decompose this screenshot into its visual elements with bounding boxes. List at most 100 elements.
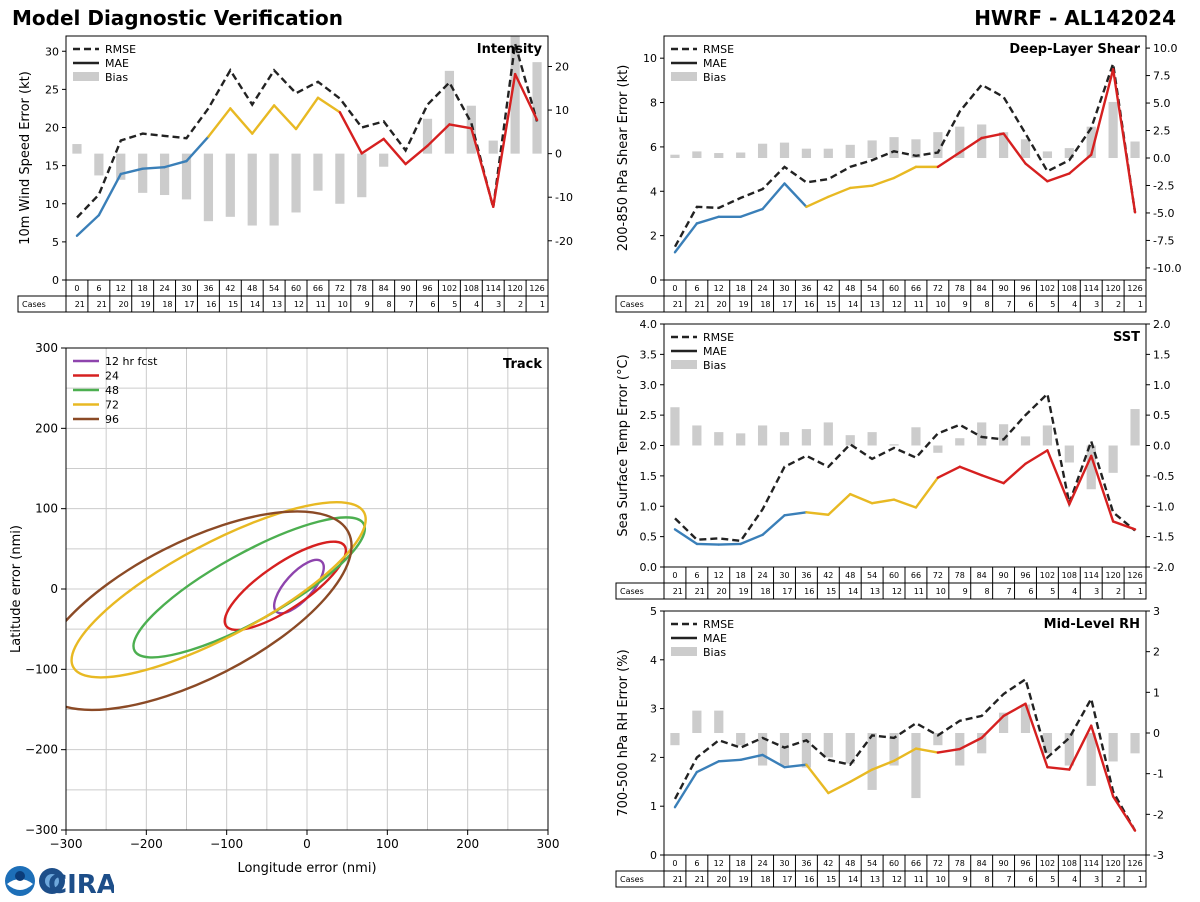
cases-row-label: Cases: [22, 300, 46, 309]
cases-cell: 6: [1028, 300, 1033, 309]
rh-bias-bar: [823, 733, 833, 758]
legend-rmse-label: RMSE: [703, 331, 734, 344]
rh-bias-bar: [889, 733, 899, 766]
cases-cell: 10: [936, 300, 946, 309]
track-xtick-label: −200: [130, 837, 163, 851]
lead-time-cell: 102: [1040, 284, 1055, 293]
shear-cases-table: Cases02162112201819241830173616421548145…: [615, 279, 1147, 313]
intensity-bias-bar: [72, 144, 82, 154]
sst-ytick-label: 0.0: [640, 561, 658, 574]
shear-bias-bar: [998, 132, 1009, 158]
shear-mae-segment: [1024, 162, 1049, 183]
track-xtick-label: −300: [50, 837, 83, 851]
lead-time-cell: 84: [379, 284, 389, 293]
cases-cell: 21: [695, 587, 705, 596]
lead-time-cell: 90: [400, 284, 410, 293]
cases-row: [17, 295, 549, 313]
sst-mae-segment: [936, 465, 961, 479]
cases-cell: 11: [914, 587, 924, 596]
rh-mae-segment: [892, 747, 918, 763]
cases-cell: 20: [717, 875, 727, 884]
lead-time-cell: 72: [933, 284, 943, 293]
rh-bias-bar: [1086, 733, 1096, 786]
track-ylabel: Latitude error (nmi): [9, 525, 24, 653]
rh-mae-segment: [1111, 795, 1137, 832]
lead-time-cell: 18: [736, 859, 746, 868]
rh-cases-table: Cases02162112201819241830173616421548145…: [615, 854, 1147, 888]
intensity-bias-bar: [335, 153, 345, 204]
legend-bias-label: Bias: [703, 646, 726, 659]
sst-y2tick-label: -2.0: [1153, 561, 1174, 574]
sst-ytick-label: 2.0: [640, 440, 658, 453]
intensity-mae-segment: [272, 104, 298, 131]
shear-bias-bar: [933, 132, 943, 158]
lead-time-cell: 108: [1062, 284, 1077, 293]
lead-time-cell: 114: [1084, 859, 1099, 868]
lead-time-cell: 102: [442, 284, 457, 293]
sst-mae-segment: [1111, 520, 1137, 531]
intensity-cases-table: Cases02162112201819241830173616421548145…: [17, 279, 549, 313]
sst-bias-bar: [1064, 445, 1074, 463]
rh-bias-bar: [714, 710, 724, 733]
cases-cell: 2: [1116, 875, 1121, 884]
sst-y2tick-label: 0.0: [1153, 440, 1171, 453]
intensity-mae-line: [75, 72, 539, 237]
rh-y2tick-label: -2: [1153, 808, 1164, 821]
lead-time-cell: 12: [714, 284, 724, 293]
track-legend-label: 24: [105, 370, 119, 383]
sst-mae-segment: [958, 465, 983, 477]
lead-time-cell: 0: [672, 859, 677, 868]
shear-bias-bar: [955, 126, 965, 158]
sst-mae-segment: [849, 492, 874, 505]
cases-cell: 15: [228, 300, 238, 309]
rh-bias-bar: [801, 733, 812, 768]
lead-time-cell: 60: [291, 284, 301, 293]
sst-bias-bar: [867, 432, 877, 446]
legend-mae-label: MAE: [703, 345, 727, 358]
cases-cell: 17: [782, 587, 792, 596]
sst-bias-bar: [714, 432, 724, 446]
sst-y2tick-label: -1.0: [1153, 500, 1174, 513]
lead-time-cell: 42: [225, 284, 235, 293]
shear-ytick-label: 8: [650, 97, 657, 110]
sst-mae-line: [673, 449, 1137, 546]
lead-time-cell: 60: [889, 284, 899, 293]
intensity-bias-bar: [94, 153, 104, 176]
cases-cell: 2: [518, 300, 523, 309]
track-title: Track: [503, 357, 542, 372]
intensity-y2tick-label: -20: [555, 235, 573, 248]
sst-bias-bar: [889, 444, 899, 446]
sst-mae-segment: [980, 474, 1005, 485]
lead-time-cell: 18: [736, 571, 746, 580]
cases-cell: 11: [914, 875, 924, 884]
shear-mae-segment: [761, 182, 786, 211]
cases-cell: 9: [963, 587, 968, 596]
sst-mae-segment: [717, 542, 742, 546]
intensity-bias-bar: [488, 140, 498, 154]
shear-mae-segment: [892, 165, 918, 180]
lead-time-cell: 42: [823, 859, 833, 868]
rh-bias-bar: [757, 733, 768, 766]
rh-mae-segment: [717, 758, 742, 763]
shear-bias-bar: [714, 153, 724, 158]
lead-time-cell: 12: [116, 284, 126, 293]
rh-bias-bar: [1130, 733, 1140, 754]
track-ytick-label: 200: [35, 421, 58, 435]
intensity-y2tick-label: 20: [555, 61, 569, 74]
legend-rmse-label: RMSE: [105, 43, 136, 56]
intensity-y2tick-label: 0: [555, 148, 562, 161]
lead-time-cell: 126: [1127, 284, 1142, 293]
intensity-mae-segment: [75, 213, 101, 237]
shear-ytick-label: 0: [650, 274, 657, 287]
legend-bias-swatch: [73, 72, 99, 81]
shear-bias-bar: [1086, 126, 1096, 158]
lead-time-cell: 48: [845, 571, 855, 580]
lead-time-cell: 72: [933, 859, 943, 868]
cases-cell: 21: [75, 300, 85, 309]
lead-time-cell: 6: [96, 284, 101, 293]
cases-cell: 1: [1138, 300, 1143, 309]
shear-mae-segment: [1111, 68, 1137, 214]
intensity-mae-segment: [229, 107, 254, 135]
